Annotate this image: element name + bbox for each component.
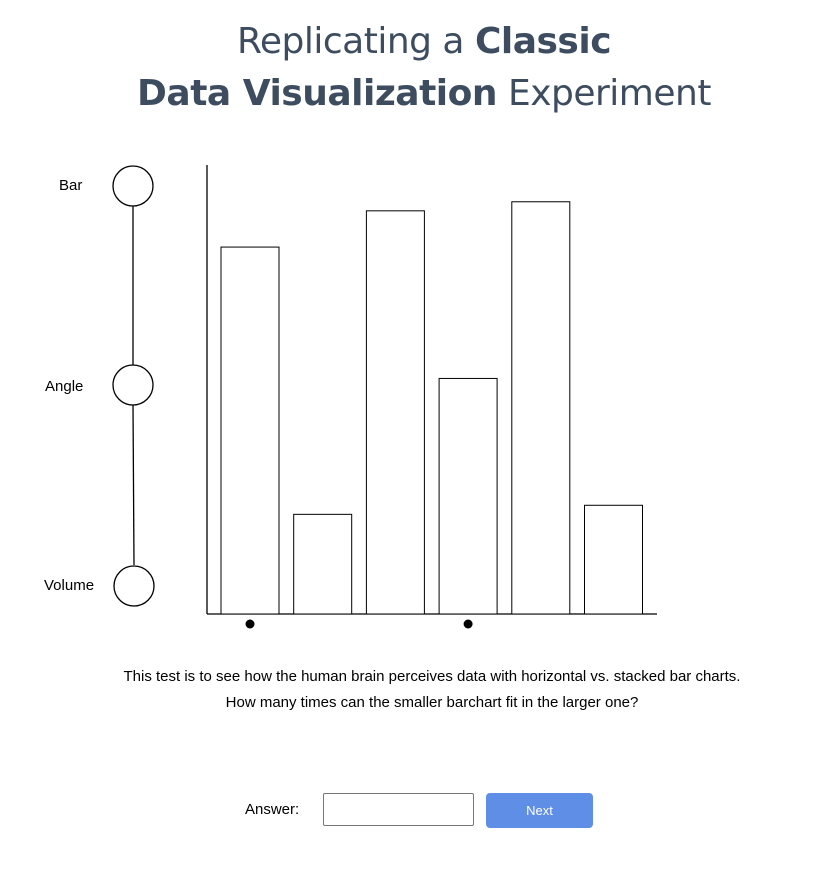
bar-1: [220, 246, 280, 615]
bar-6: [584, 504, 643, 615]
bar-marker-dot: [463, 619, 473, 629]
step-label-volume[interactable]: Volume: [44, 577, 95, 594]
bar-marker-dot: [245, 619, 255, 629]
step-circle-angle[interactable]: [112, 364, 154, 406]
step-navigator: Bar Angle Volume: [0, 150, 200, 610]
connector-line: [132, 404, 135, 566]
bar-4: [438, 377, 498, 615]
question-text: This test is to see how the human brain …: [0, 664, 818, 716]
bar-3: [365, 210, 425, 615]
bar-2: [293, 513, 353, 615]
step-circle-volume[interactable]: [113, 565, 155, 607]
answer-label: Answer:: [245, 801, 300, 818]
bar-chart: [195, 155, 665, 640]
step-connector-lines: [112, 165, 155, 607]
title-part-bold: Data Visualization: [137, 73, 497, 114]
next-button[interactable]: Next: [486, 793, 593, 828]
title-part: Replicating a: [236, 21, 475, 62]
page-title: Replicating a Classic Data Visualization…: [0, 16, 818, 120]
step-label-bar[interactable]: Bar: [59, 177, 83, 194]
title-part: Experiment: [497, 73, 712, 114]
title-part-bold: Classic: [474, 21, 612, 62]
question-line-2: How many times can the smaller barchart …: [225, 694, 639, 711]
question-line-1: This test is to see how the human brain …: [123, 668, 741, 685]
step-circle-bar[interactable]: [112, 165, 154, 207]
bar-chart-svg: [206, 165, 657, 629]
bar-5: [511, 201, 571, 615]
bars-group: [220, 201, 643, 615]
title-line-2: Data Visualization Experiment: [0, 68, 818, 120]
answer-input[interactable]: [323, 793, 474, 826]
step-label-angle[interactable]: Angle: [45, 378, 84, 395]
title-line-1: Replicating a Classic: [0, 16, 818, 68]
